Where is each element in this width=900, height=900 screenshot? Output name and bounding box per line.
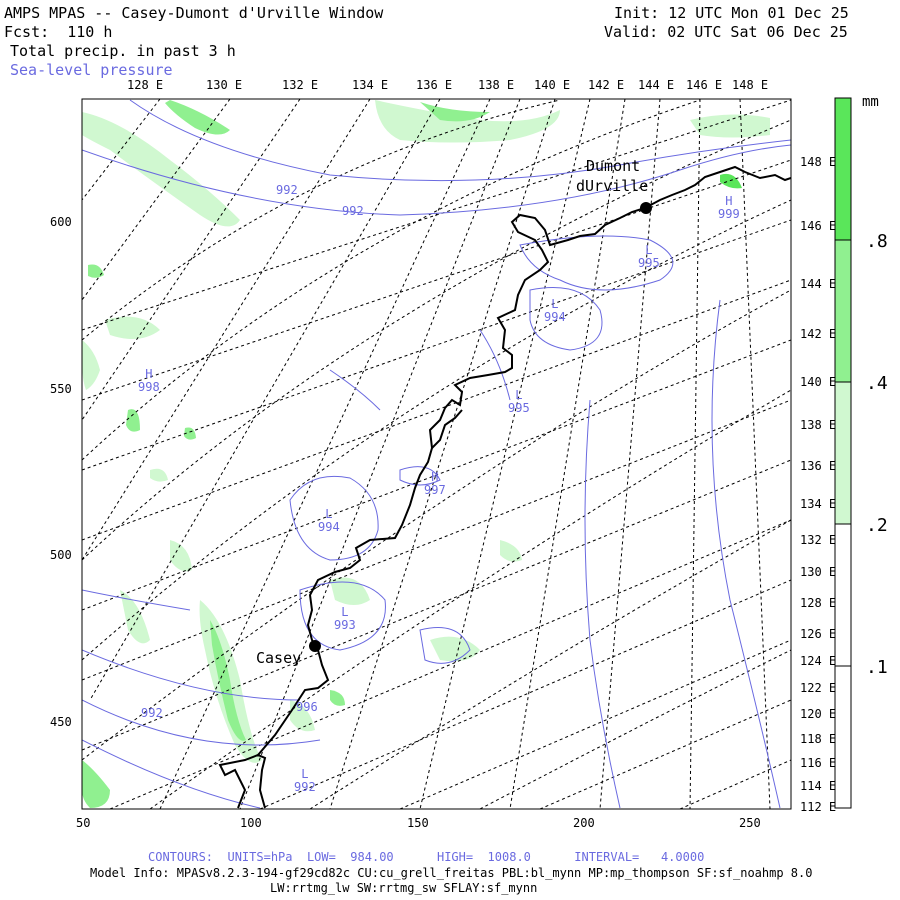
colorbar-segment-light bbox=[835, 382, 851, 524]
lon-label: 124 E bbox=[800, 654, 837, 668]
y-tick: 500 bbox=[50, 548, 72, 562]
lon-label: 126 E bbox=[800, 627, 837, 641]
plot-frame bbox=[81, 98, 792, 810]
pressure-label: L 993 bbox=[334, 605, 356, 632]
colorbar-unit: mm bbox=[862, 94, 879, 110]
lon-label: 132 E bbox=[800, 533, 837, 547]
x-tick: 100 bbox=[240, 816, 262, 830]
lon-label: 116 E bbox=[800, 756, 837, 770]
pressure-label: 996 bbox=[296, 700, 318, 714]
lon-label: 136 E bbox=[416, 78, 453, 92]
y-tick: 550 bbox=[50, 382, 72, 396]
colorbar-label: .4 bbox=[866, 373, 888, 394]
forecast-hour: Fcst: 110 h bbox=[4, 23, 113, 41]
lon-label: 138 E bbox=[478, 78, 515, 92]
x-tick: 250 bbox=[739, 816, 761, 830]
precip-shading bbox=[82, 100, 770, 808]
lon-label: 146 E bbox=[686, 78, 723, 92]
dumont-durville-marker bbox=[640, 202, 652, 214]
colorbar-label: .8 bbox=[866, 231, 888, 252]
lon-label: 114 E bbox=[800, 779, 837, 793]
pressure-label: L 995 bbox=[638, 243, 660, 270]
station-label-dumont-line1: Dumont bbox=[586, 157, 641, 175]
pressure-label: H 998 bbox=[138, 367, 160, 394]
pressure-label: 992 bbox=[342, 204, 364, 218]
pressure-label: L 994 bbox=[318, 507, 340, 534]
lon-label: 130 E bbox=[800, 565, 837, 579]
y-tick: 600 bbox=[50, 215, 72, 229]
lon-label: 132 E bbox=[282, 78, 319, 92]
y-tick: 450 bbox=[50, 715, 72, 729]
model-info: Model Info: MPASv8.2.3-194-gf29cd82c CU:… bbox=[90, 866, 813, 880]
lon-label: 130 E bbox=[206, 78, 243, 92]
pressure-label: H 999 bbox=[718, 194, 740, 221]
colorbar-segment-base bbox=[835, 666, 851, 808]
lon-label: 144 E bbox=[638, 78, 675, 92]
lon-label: 148 E bbox=[732, 78, 769, 92]
x-tick: 50 bbox=[76, 816, 91, 830]
x-tick: 150 bbox=[407, 816, 429, 830]
valid-time: Valid: 02 UTC Sat 06 Dec 25 bbox=[604, 23, 848, 41]
contour-info: CONTOURS: UNITS=hPa LOW= 984.00 HIGH= 10… bbox=[148, 850, 705, 864]
lon-label: 140 E bbox=[534, 78, 571, 92]
lon-label: 112 E bbox=[800, 800, 837, 814]
field-name: Total precip. in past 3 h bbox=[10, 42, 236, 60]
pressure-label: L 994 bbox=[544, 297, 566, 324]
lon-label: 142 E bbox=[588, 78, 625, 92]
lon-label: 134 E bbox=[800, 497, 837, 511]
pressure-label: 992 bbox=[141, 706, 163, 720]
station-label-dumont-line2: dUrville bbox=[576, 177, 649, 195]
lon-label: 138 E bbox=[800, 418, 837, 432]
colorbar-segment-none bbox=[835, 524, 851, 666]
station-label-casey: Casey bbox=[256, 649, 302, 667]
lon-label: 142 E bbox=[800, 327, 837, 341]
colorbar-label: .2 bbox=[866, 515, 888, 536]
colorbar-segment-heavy bbox=[835, 98, 851, 240]
lon-label: 128 E bbox=[800, 596, 837, 610]
lon-label: 120 E bbox=[800, 707, 837, 721]
lon-label: 144 E bbox=[800, 277, 837, 291]
lon-label: 134 E bbox=[352, 78, 389, 92]
casey-marker bbox=[309, 640, 321, 652]
lon-label: 122 E bbox=[800, 681, 837, 695]
pressure-label: H 997 bbox=[424, 470, 446, 497]
model-info-physics: LW:rrtmg_lw SW:rrtmg_sw SFLAY:sf_mynn bbox=[270, 881, 538, 895]
overlay-name: Sea-level pressure bbox=[10, 61, 173, 79]
lon-label: 140 E bbox=[800, 375, 837, 389]
pressure-label: 992 bbox=[276, 183, 298, 197]
lon-label: 118 E bbox=[800, 732, 837, 746]
pressure-label: L 995 bbox=[508, 388, 530, 415]
pressure-label: L 992 bbox=[294, 767, 316, 794]
colorbar-segment-mid bbox=[835, 240, 851, 382]
init-time: Init: 12 UTC Mon 01 Dec 25 bbox=[614, 4, 849, 22]
colorbar-label: .1 bbox=[866, 657, 888, 678]
map-title: AMPS MPAS -- Casey-Dumont d'Urville Wind… bbox=[4, 4, 384, 22]
lon-label: 148 E bbox=[800, 155, 837, 169]
colorbar bbox=[834, 97, 852, 809]
lon-label: 136 E bbox=[800, 459, 837, 473]
lon-label: 146 E bbox=[800, 219, 837, 233]
lon-label: 128 E bbox=[127, 78, 164, 92]
x-tick: 200 bbox=[573, 816, 595, 830]
